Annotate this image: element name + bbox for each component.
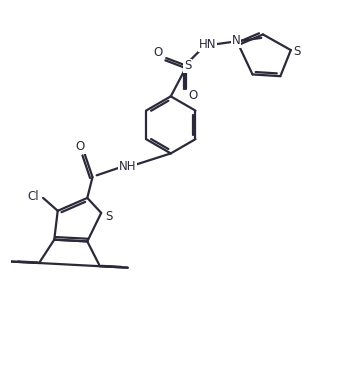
Text: O: O [188,89,197,102]
Text: HN: HN [199,38,216,51]
Text: NH: NH [119,160,136,173]
Text: O: O [76,140,85,153]
Text: Cl: Cl [27,190,39,203]
Text: S: S [293,45,301,58]
Text: S: S [105,210,113,223]
Text: O: O [153,46,163,59]
Text: S: S [184,59,191,72]
Text: N: N [232,34,240,47]
